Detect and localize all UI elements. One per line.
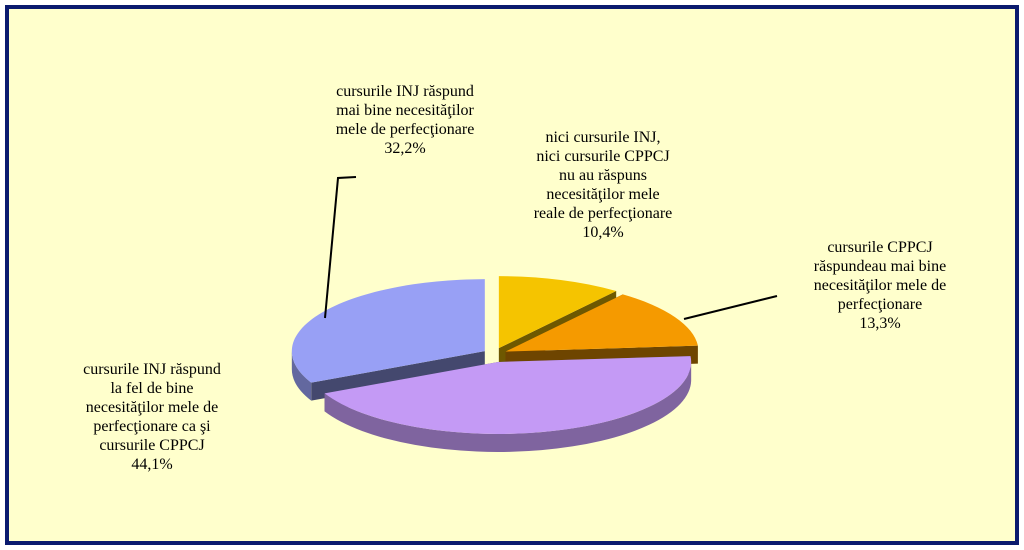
slice <box>324 356 692 434</box>
slice <box>498 276 617 349</box>
slice <box>291 279 485 383</box>
category-label: cursurile INJ răspund la fel de bine nec… <box>83 361 221 454</box>
slice-side <box>324 361 692 452</box>
slice <box>505 294 698 352</box>
value-label: 13,3% <box>859 315 901 332</box>
value-label: 10,4% <box>582 224 624 241</box>
chart-frame <box>5 5 1019 545</box>
category-label: cursurile INJ răspund mai bine necesităţ… <box>335 83 475 138</box>
value-label: 32,2% <box>384 140 426 157</box>
slice-side <box>291 351 312 401</box>
leader-line <box>324 176 357 319</box>
slice-label: cursurile INJ răspund la fel de bine nec… <box>83 360 221 474</box>
category-label: cursurile CPPCJ răspundeau mai bine nece… <box>813 239 947 313</box>
leader-line <box>683 295 778 320</box>
slice-label: cursurile INJ răspund mai bine necesităţ… <box>336 82 475 158</box>
pie <box>291 276 698 452</box>
slice-label: nici cursurile INJ, nici cursurile CPPCJ… <box>534 128 673 242</box>
category-label: nici cursurile INJ, nici cursurile CPPCJ… <box>533 129 673 222</box>
value-label: 44,1% <box>131 456 173 473</box>
slice-label: cursurile CPPCJ răspundeau mai bine nece… <box>814 238 946 333</box>
